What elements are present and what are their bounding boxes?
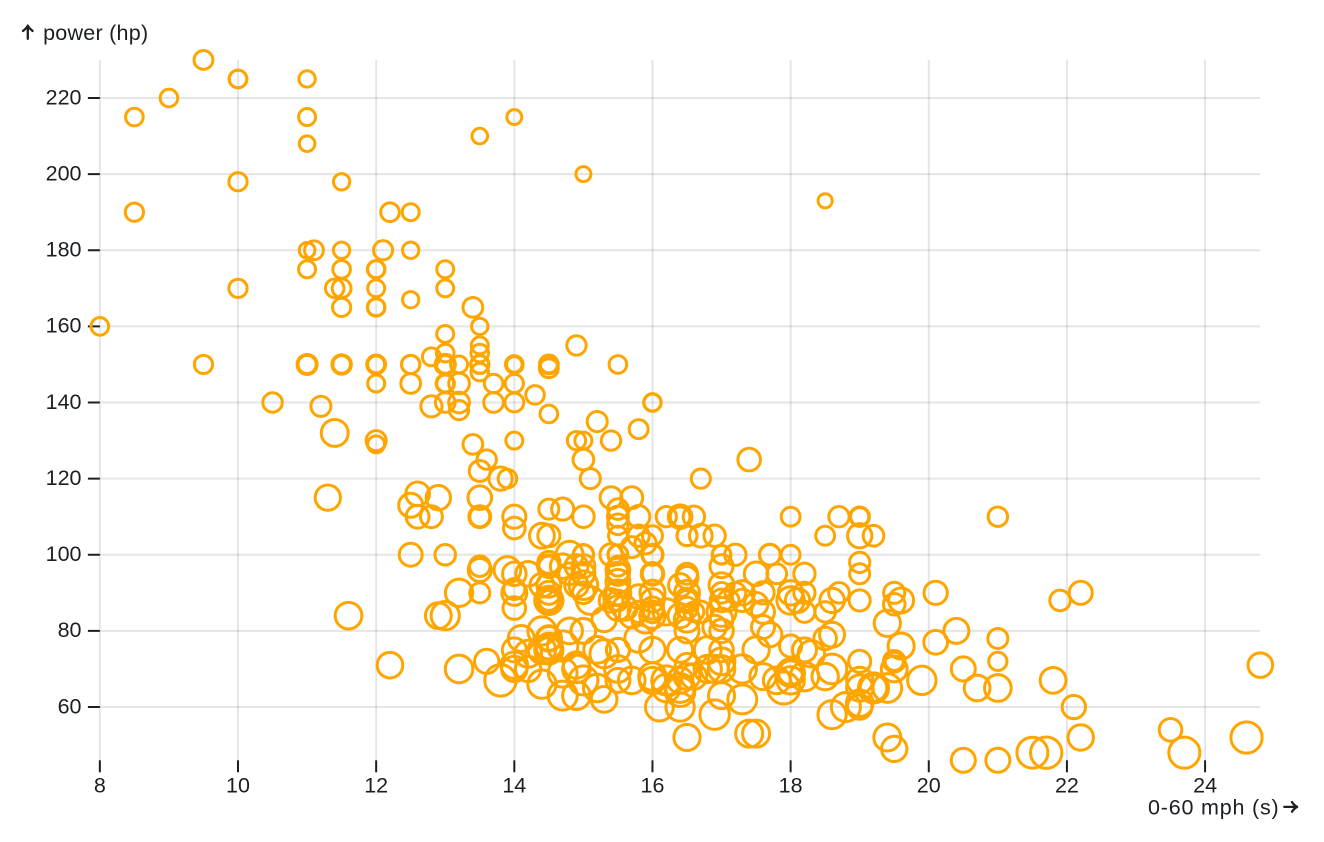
svg-text:24: 24 bbox=[1193, 774, 1217, 798]
svg-text:10: 10 bbox=[226, 774, 250, 798]
svg-text:22: 22 bbox=[1055, 774, 1079, 798]
svg-text:14: 14 bbox=[502, 774, 526, 798]
svg-text:180: 180 bbox=[46, 238, 82, 262]
svg-text:0-60 mph (s): 0-60 mph (s) bbox=[1148, 796, 1279, 820]
svg-text:80: 80 bbox=[58, 618, 82, 642]
svg-text:200: 200 bbox=[46, 161, 82, 185]
svg-text:160: 160 bbox=[46, 314, 82, 338]
svg-text:20: 20 bbox=[917, 774, 941, 798]
svg-text:220: 220 bbox=[46, 85, 82, 109]
svg-text:100: 100 bbox=[46, 542, 82, 566]
svg-text:140: 140 bbox=[46, 390, 82, 414]
svg-text:16: 16 bbox=[641, 774, 665, 798]
svg-text:120: 120 bbox=[46, 466, 82, 490]
svg-text:60: 60 bbox=[58, 694, 82, 718]
svg-text:12: 12 bbox=[364, 774, 388, 798]
svg-text:8: 8 bbox=[94, 774, 106, 798]
svg-text:power (hp): power (hp) bbox=[43, 21, 148, 45]
svg-text:18: 18 bbox=[779, 774, 803, 798]
